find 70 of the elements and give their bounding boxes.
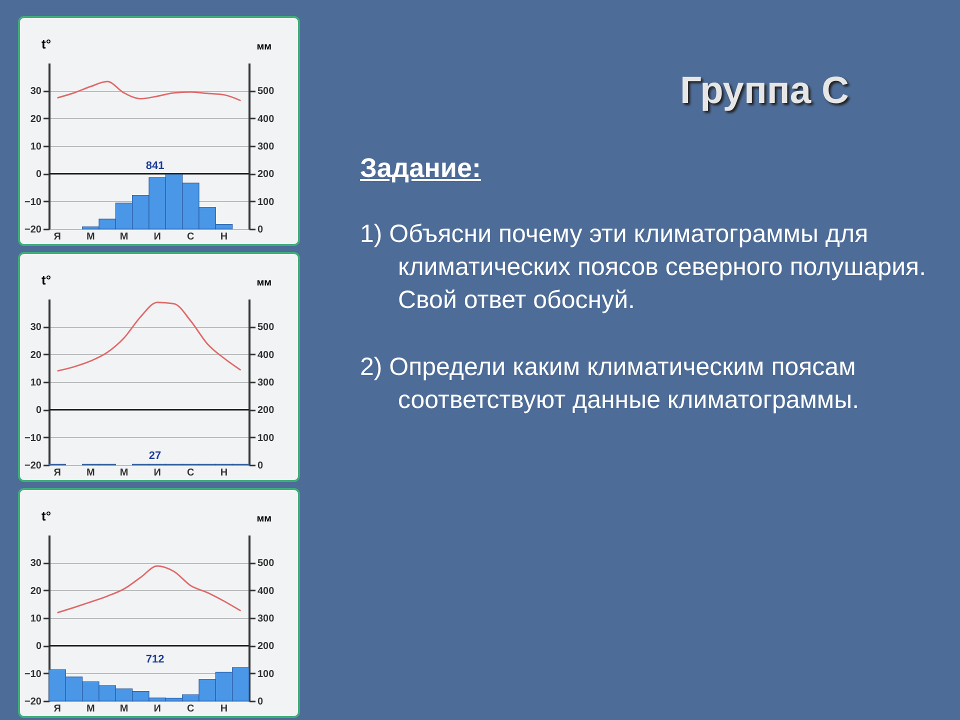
x-tick-label: И <box>154 468 161 478</box>
annotation: 27 <box>148 450 162 462</box>
x-tick-label: С <box>187 232 194 242</box>
y2-tick-label: 400 <box>258 114 275 125</box>
y-tick-label: 20 <box>30 350 42 361</box>
y-tick-label: 20 <box>30 114 42 125</box>
line-series <box>56 80 242 102</box>
x-tick-label: М <box>120 704 128 714</box>
y2-tick-label: 300 <box>258 142 275 152</box>
y-axis-title: t° <box>42 36 52 52</box>
y2-tick-label: 500 <box>258 558 275 570</box>
y-tick-label: −20 <box>24 696 42 708</box>
y2-axis-title: мм <box>256 42 272 52</box>
text: 1) Объясни почему эти климатограммы для климатических поясов северного полушария. Свой ответ обоснуй. <box>360 219 928 316</box>
y2-tick-label: 0 <box>258 460 264 472</box>
x-tick-label: С <box>187 704 194 714</box>
y2-tick-label: 100 <box>258 668 275 680</box>
y2-tick-label: 500 <box>258 86 275 98</box>
y2-tick-label: 100 <box>258 196 275 208</box>
x-tick-label: М <box>86 232 95 242</box>
y-tick-label: 0 <box>36 641 42 652</box>
text: Задание: <box>360 153 482 184</box>
y2-tick-label: 300 <box>258 614 275 624</box>
y2-axis-title: мм <box>256 278 272 288</box>
y-tick-label: −10 <box>24 432 42 444</box>
y2-axis-title: мм <box>256 514 272 524</box>
y-tick-label: 0 <box>36 405 42 416</box>
y-tick-label: 10 <box>30 614 42 624</box>
x-tick-label: М <box>120 232 128 242</box>
line-series <box>56 302 242 372</box>
y-tick-label: −10 <box>24 668 42 680</box>
x-tick-label: М <box>86 468 95 478</box>
y-tick-label: 30 <box>30 86 42 98</box>
y2-tick-label: 0 <box>258 224 264 236</box>
y-tick-label: 10 <box>30 378 42 388</box>
y-tick-label: −20 <box>24 460 42 472</box>
y2-tick-label: 200 <box>258 405 275 416</box>
y2-tick-label: 500 <box>258 322 275 334</box>
x-tick-label: М <box>120 468 128 478</box>
y2-tick-label: 400 <box>258 586 275 597</box>
y-tick-label: 0 <box>36 169 42 180</box>
y2-tick-label: 0 <box>258 696 264 708</box>
text: Группа С <box>680 70 850 113</box>
x-tick-label: Я <box>54 232 61 242</box>
y2-tick-label: 400 <box>258 350 275 361</box>
x-tick-label: И <box>154 232 161 242</box>
y-tick-label: −20 <box>24 224 42 236</box>
y-tick-label: −10 <box>24 196 42 208</box>
x-tick-label: Н <box>220 232 228 242</box>
x-tick-label: Я <box>54 704 61 714</box>
y-tick-label: 20 <box>30 586 42 597</box>
y-axis-title: t° <box>42 272 52 288</box>
y2-tick-label: 200 <box>258 169 275 180</box>
x-tick-label: И <box>154 704 161 714</box>
x-tick-label: М <box>86 704 95 714</box>
y2-tick-label: 100 <box>258 432 275 444</box>
line-series <box>56 565 242 614</box>
x-tick-label: С <box>187 468 194 478</box>
x-tick-label: Н <box>220 468 228 478</box>
y-tick-label: 10 <box>30 142 42 152</box>
text: 2) Определи каким климатическим поясам соответствуют данные климатограммы. <box>360 352 860 416</box>
x-tick-label: Н <box>220 704 228 714</box>
annotation: 841 <box>146 160 164 172</box>
y2-tick-label: 200 <box>258 641 275 652</box>
y-tick-label: 30 <box>30 558 42 570</box>
y-tick-label: 30 <box>30 322 42 334</box>
y2-tick-label: 300 <box>258 378 275 388</box>
annotation: 712 <box>146 654 164 666</box>
x-tick-label: Я <box>54 468 61 478</box>
y-axis-title: t° <box>42 508 52 524</box>
